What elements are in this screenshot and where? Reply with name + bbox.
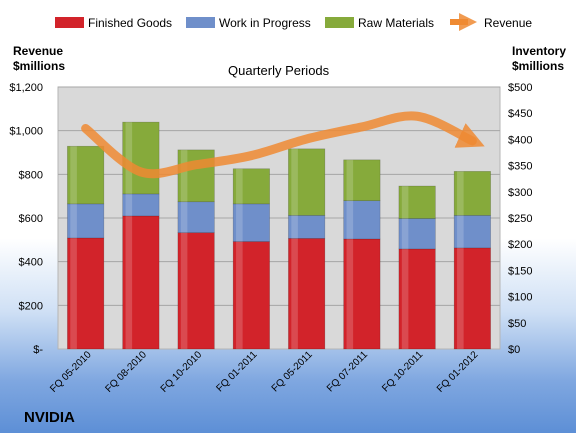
bars <box>67 121 491 350</box>
category-label: FQ 01-2011 <box>215 349 260 394</box>
bar-highlight <box>236 241 243 349</box>
bar-highlight <box>457 247 464 349</box>
right-tick-label: $250 <box>508 213 532 225</box>
bar-raw-materials <box>232 168 270 205</box>
bar-highlight <box>346 159 354 201</box>
bar-work-in-progress <box>453 215 491 249</box>
legend-label-revenue: Revenue <box>484 16 532 30</box>
left-tick-label: $200 <box>19 300 43 312</box>
bar-highlight <box>457 171 464 216</box>
bar-finished-goods <box>67 237 105 350</box>
left-tick-label: $1,200 <box>9 82 43 94</box>
bar-highlight <box>180 149 188 202</box>
bar-highlight <box>180 201 188 233</box>
revenue-line <box>81 111 485 179</box>
bar-highlight <box>457 215 464 248</box>
left-tick-label: $1,000 <box>9 126 43 138</box>
category-label: FQ 05-2011 <box>270 349 315 394</box>
right-tick-label: $150 <box>508 265 532 277</box>
bar-highlight <box>125 122 133 194</box>
category-label: FQ 08-2010 <box>103 349 149 395</box>
bar-work-in-progress <box>232 203 270 242</box>
legend-swatch-finished-goods <box>55 17 84 28</box>
bar-highlight <box>70 146 77 204</box>
bar-finished-goods <box>343 238 381 350</box>
right-tick-label: $0 <box>508 344 520 356</box>
chart-title: Quarterly Periods <box>228 63 330 78</box>
category-label: FQ 05-2010 <box>48 349 94 395</box>
bar-highlight <box>70 203 77 238</box>
bar-work-in-progress <box>177 201 215 233</box>
bar-highlight <box>291 215 298 239</box>
bar-highlight <box>180 232 188 349</box>
bar-highlight <box>125 215 133 349</box>
right-tick-label: $100 <box>508 292 532 304</box>
bar-highlight <box>401 218 409 249</box>
bar-raw-materials <box>67 145 105 205</box>
bar-work-in-progress <box>67 203 105 239</box>
bar-highlight <box>291 148 298 216</box>
category-label: FQ 01-2012 <box>435 349 481 395</box>
bar-highlight <box>291 238 298 349</box>
category-label: FQ 10-2010 <box>159 349 205 395</box>
category-labels: FQ 05-2010 FQ 08-2010 FQ 10-2010 FQ 01-2011… <box>48 349 481 395</box>
legend-label-work-in-progress: Work in Progress <box>219 16 311 30</box>
legend-swatch-work-in-progress <box>186 17 215 28</box>
bar-finished-goods <box>288 238 326 350</box>
brand-label: NVIDIA <box>24 409 75 426</box>
right-tick-label: $500 <box>508 82 532 94</box>
legend-swatch-raw-materials <box>325 17 354 28</box>
right-axis-title-line2: $millions <box>512 59 564 73</box>
bar-highlight <box>401 248 409 349</box>
bar-raw-materials <box>453 171 491 216</box>
bar-finished-goods <box>398 248 436 350</box>
bar-highlight <box>236 203 243 242</box>
revenue-line-path <box>81 111 485 179</box>
bar-raw-materials <box>398 185 436 219</box>
category-label: FQ 10-2011 <box>380 349 425 394</box>
category-label: FQ 07-2011 <box>325 349 370 394</box>
bar-highlight <box>346 238 354 349</box>
left-tick-label: $600 <box>19 213 43 225</box>
left-axis-title-line2: $millions <box>13 59 65 73</box>
bar-finished-goods <box>122 215 160 350</box>
right-tick-label: $400 <box>508 134 532 146</box>
bar-highlight <box>236 168 243 204</box>
right-tick-label: $50 <box>508 318 526 330</box>
bar-raw-materials <box>343 159 381 202</box>
bar-highlight <box>125 193 133 216</box>
bar-work-in-progress <box>343 200 381 240</box>
legend: Finished Goods Work in Progress Raw Mate… <box>55 13 532 31</box>
left-axis-title-line1: Revenue <box>13 44 63 58</box>
bar-highlight <box>401 186 409 219</box>
bar-raw-materials <box>122 121 160 195</box>
left-tick-label: $- <box>33 344 43 356</box>
legend-label-raw-materials: Raw Materials <box>358 16 434 30</box>
bar-highlight <box>346 200 354 239</box>
bar-highlight <box>70 237 77 349</box>
left-tick-label: $400 <box>19 257 43 269</box>
right-tick-label: $450 <box>508 108 532 120</box>
right-tick-label: $300 <box>508 187 532 199</box>
right-axis-ticks: $0 $50 $100 $150 $200 $250 $300 $350 $400 $450 $50… <box>508 82 532 356</box>
bar-finished-goods <box>177 232 215 350</box>
right-axis-title-line1: Inventory <box>512 44 566 58</box>
right-tick-label: $350 <box>508 161 532 173</box>
left-axis-ticks: $- $200 $400 $600 $800 $1,000 $1,200 <box>9 82 43 356</box>
bar-raw-materials <box>288 148 326 216</box>
bar-work-in-progress <box>398 218 436 250</box>
legend-label-finished-goods: Finished Goods <box>88 16 172 30</box>
bar-finished-goods <box>232 241 270 350</box>
right-tick-label: $200 <box>508 239 532 251</box>
left-tick-label: $800 <box>19 169 43 181</box>
